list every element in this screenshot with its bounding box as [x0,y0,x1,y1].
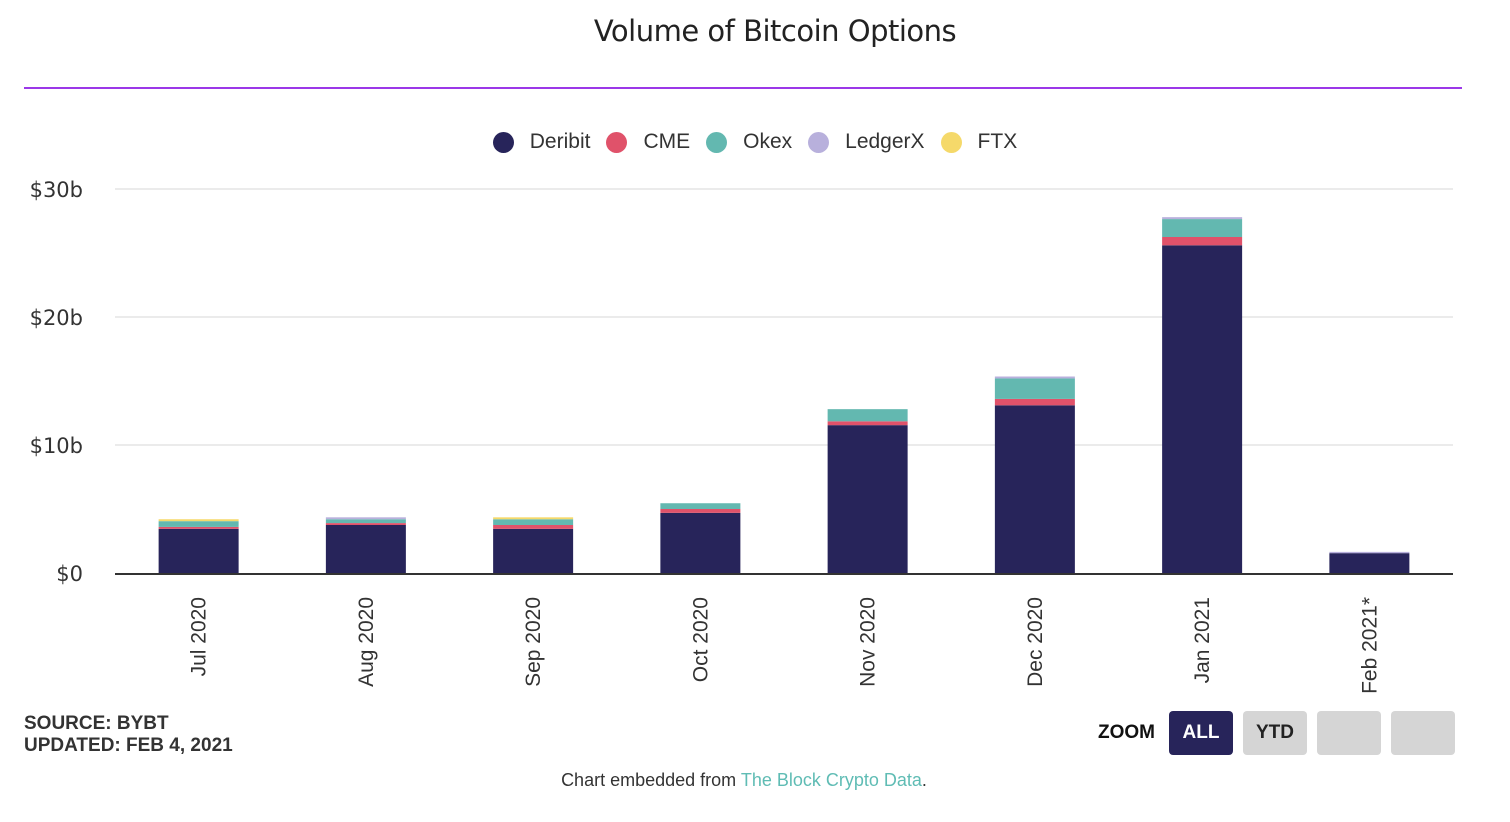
bar-segment-ledgerx[interactable] [1329,551,1410,554]
x-tick-label: Jan 2021 [1191,597,1214,683]
updated-label: UPDATED: FEB 4, 2021 [24,735,233,756]
legend: Deribit CME Okex LedgerX FTX [0,130,1510,154]
legend-item-deribit[interactable]: Deribit [492,130,591,154]
legend-label: Okex [743,130,793,153]
bar-segment-deribit[interactable] [1162,245,1243,573]
legend-dot-deribit [492,131,514,153]
embed-suffix: . [921,770,927,790]
bar-segment-cme[interactable] [827,421,908,426]
embed-note: Chart embedded from The Block Crypto Dat… [0,770,1488,791]
embed-link[interactable]: The Block Crypto Data [740,770,922,790]
bar-segment-deribit[interactable] [325,525,406,573]
bar-segment-okex[interactable] [994,378,1075,399]
bar-segment-okex[interactable] [1162,219,1243,237]
zoom-controls: ZOOM ALL YTD [1098,711,1455,755]
legend-item-ftx[interactable]: FTX [940,130,1018,154]
x-tick-label: Jul 2020 [188,597,211,676]
legend-label: CME [643,130,691,153]
zoom-button-3[interactable] [1317,711,1381,755]
legend-dot-cme [606,131,628,153]
bar-segment-cme[interactable] [158,526,239,529]
legend-item-okex[interactable]: Okex [706,130,792,154]
bar-segment-okex[interactable] [158,521,239,527]
x-tick-label: Dec 2020 [1024,597,1047,687]
zoom-ytd-button[interactable]: YTD [1243,711,1307,755]
legend-dot-okex [706,131,728,153]
bar-segment-deribit[interactable] [493,528,574,573]
x-tick-label: Aug 2020 [355,597,378,687]
title-divider [24,87,1462,89]
legend-label: FTX [977,130,1018,153]
x-tick-label: Oct 2020 [689,597,712,682]
bar-segment-cme[interactable] [660,509,741,513]
y-tick-label: $10b [30,434,83,458]
embed-prefix: Chart embedded from [561,770,741,790]
bar-segment-deribit[interactable] [827,425,908,573]
bar-segment-ledgerx[interactable] [1162,217,1243,220]
bar-segment-deribit[interactable] [660,512,741,573]
legend-item-ledgerx[interactable]: LedgerX [808,130,925,154]
bar-segment-cme[interactable] [325,523,406,525]
zoom-button-4[interactable] [1391,711,1455,755]
legend-dot-ftx [940,131,962,153]
legend-label: LedgerX [845,130,925,153]
bar-segment-deribit[interactable] [994,405,1075,573]
bar-segment-deribit[interactable] [158,528,239,573]
bar-segment-ledgerx[interactable] [994,376,1075,379]
zoom-label: ZOOM [1098,722,1155,743]
bar-segment-cme[interactable] [1162,237,1243,246]
source-label: SOURCE: BYBT [24,713,169,734]
bar-segment-okex[interactable] [660,503,741,509]
legend-item-cme[interactable]: CME [606,130,690,154]
x-tick-label: Sep 2020 [522,597,545,687]
x-tick-label: Nov 2020 [857,597,880,687]
bar-segment-ledgerx[interactable] [325,517,406,520]
source-info: SOURCE: BYBT UPDATED: FEB 4, 2021 [24,713,233,757]
y-tick-label: $30b [30,178,83,202]
bar-segment-okex[interactable] [493,519,574,525]
x-tick-label: Feb 2021* [1358,597,1381,694]
bar-segment-okex[interactable] [325,519,406,524]
y-tick-label: $0 [56,562,83,586]
bar-segment-cme[interactable] [493,525,574,529]
zoom-all-button[interactable]: ALL [1169,711,1233,755]
bar-segment-cme[interactable] [994,398,1075,406]
y-tick-label: $20b [30,306,83,330]
legend-dot-ledgerx [808,131,830,153]
bar-segment-ftx[interactable] [493,517,574,520]
bar-segment-deribit[interactable] [1329,553,1410,573]
bar-segment-okex[interactable] [827,409,908,422]
stacked-bar-chart: $0 $10b $20b $30b Jul 2020 Aug 2020 Sep 2020 Oc… [30,178,1453,694]
bar-segment-ftx[interactable] [158,519,239,522]
chart-title: Volume of Bitcoin Options [593,14,957,48]
legend-label: Deribit [529,130,591,153]
